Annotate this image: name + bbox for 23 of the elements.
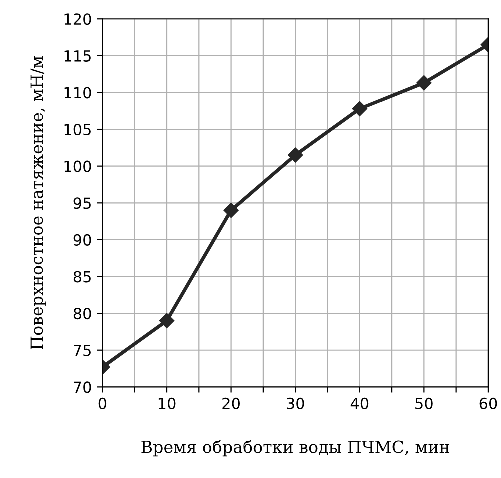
point bbox=[352, 101, 368, 116]
y-tick-label: 110 bbox=[64, 87, 92, 99]
x-tick-label: 60 bbox=[480, 398, 498, 410]
x-tick-label: 10 bbox=[158, 398, 176, 410]
x-tick-label: 30 bbox=[287, 398, 304, 410]
y-tick-label: 100 bbox=[64, 160, 92, 172]
y-tick-label: 95 bbox=[74, 198, 91, 210]
y-axis-title: Поверхностное натяжение, мН/м bbox=[30, 56, 46, 350]
point bbox=[224, 202, 239, 218]
y-tick-label: 90 bbox=[74, 234, 92, 246]
x-tick-label: 20 bbox=[222, 398, 240, 410]
x-tick-label: 40 bbox=[350, 398, 369, 410]
y-tick-label: 80 bbox=[74, 308, 92, 320]
y-tick-label: 120 bbox=[64, 14, 92, 26]
y-tick-label: 105 bbox=[64, 124, 91, 136]
y-tick-label: 70 bbox=[74, 382, 92, 394]
x-axis-title: Время обработки воды ПЧМС, мин bbox=[142, 440, 450, 457]
y-tick-label: 115 bbox=[64, 50, 91, 62]
point bbox=[288, 148, 304, 163]
y-tick-label: 85 bbox=[74, 271, 91, 283]
x-tick-label: 50 bbox=[416, 398, 433, 410]
y-tick-label: 75 bbox=[74, 345, 91, 356]
x-tick-label: 0 bbox=[98, 398, 107, 410]
